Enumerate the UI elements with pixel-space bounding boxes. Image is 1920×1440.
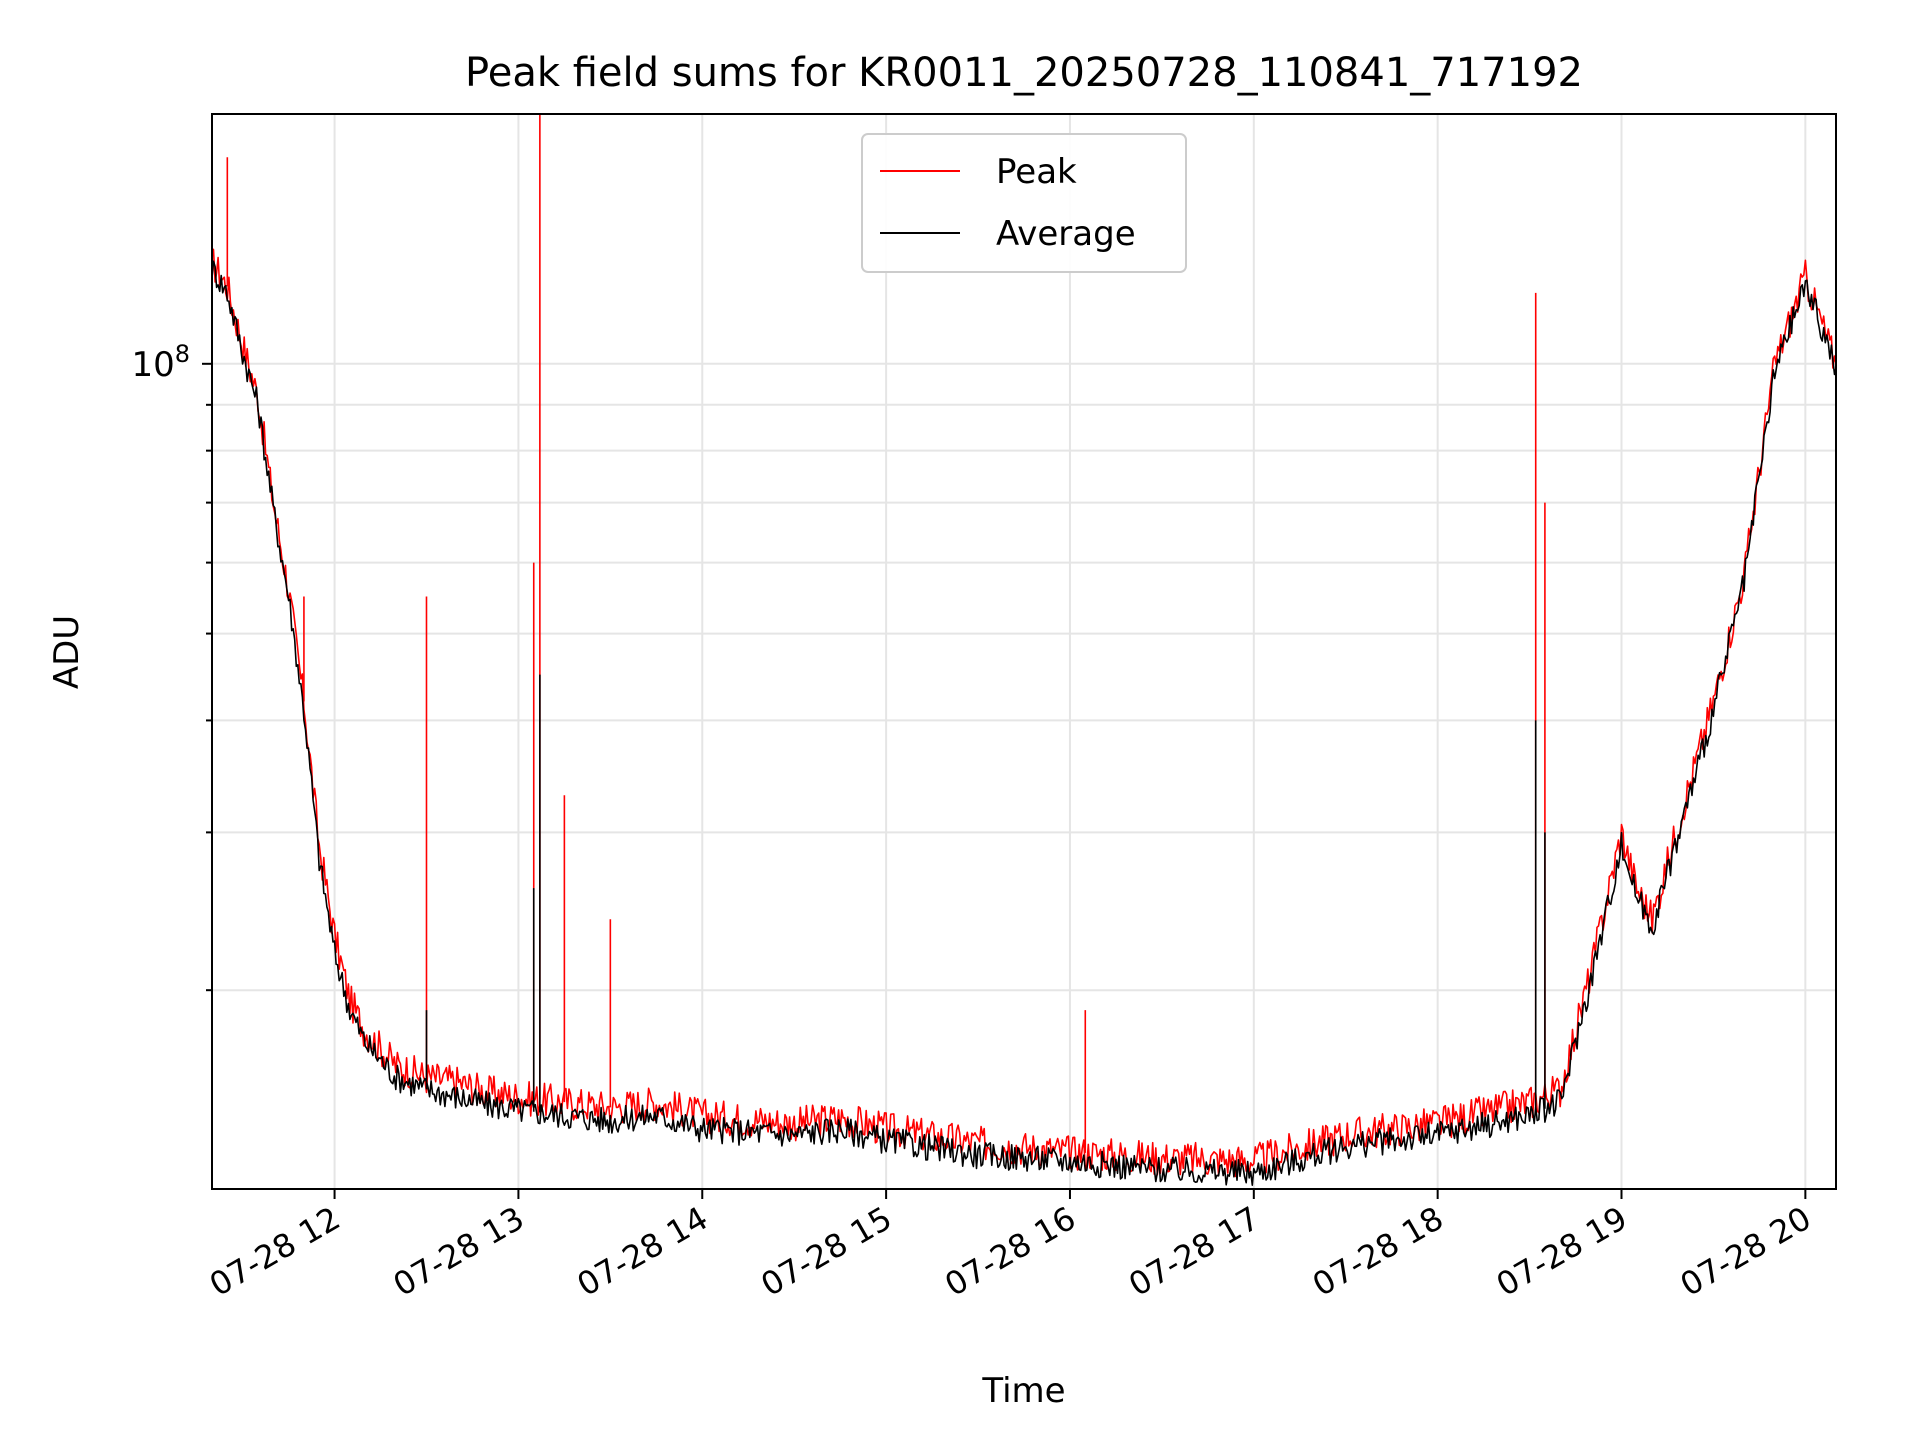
y-tick-label-1e8: 108: [131, 340, 190, 385]
series-layer: [212, 114, 1836, 1186]
legend: Peak Average: [861, 133, 1187, 273]
y-axis-label: ADU: [47, 615, 87, 689]
legend-box: [861, 133, 1187, 273]
legend-peak-label: Peak: [996, 152, 1077, 192]
chart-title: Peak field sums for KR0011_20250728_1108…: [465, 50, 1583, 96]
axes-frame: [211, 113, 1837, 1190]
y-axis-ticks: 108: [131, 340, 212, 992]
grid-lines: [212, 114, 1836, 1189]
series-average: [212, 260, 1836, 1186]
series-line-average: [212, 260, 1836, 1186]
plot-area: [211, 113, 1837, 1190]
legend-average-label: Average: [996, 214, 1136, 254]
x-axis-label: Time: [981, 1371, 1065, 1411]
